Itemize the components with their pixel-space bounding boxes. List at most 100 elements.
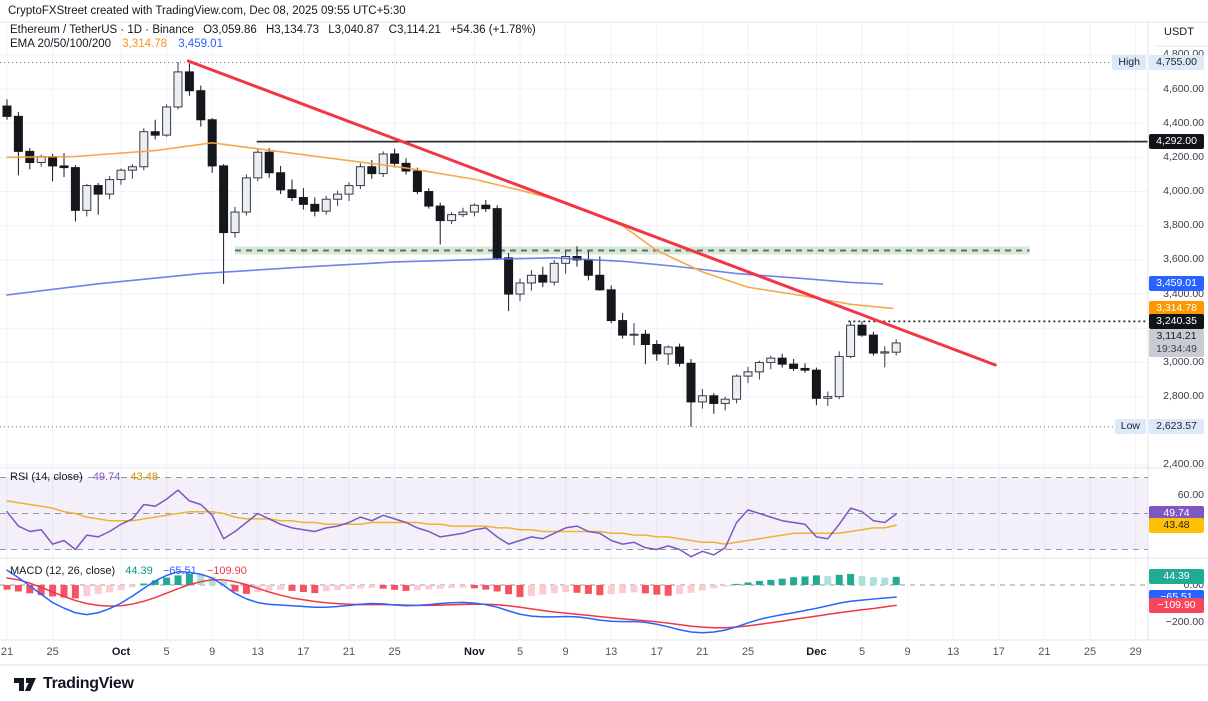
macd-histogram-bar	[676, 585, 684, 595]
macd-histogram-bar	[630, 585, 638, 593]
candle-body	[378, 153, 388, 175]
candle-body	[82, 185, 92, 211]
candle-body	[606, 289, 616, 322]
macd-histogram-bar	[744, 582, 752, 585]
macd-signal-line	[6, 577, 897, 629]
candle-body	[287, 189, 297, 199]
candle-body	[868, 334, 878, 354]
candle-body	[116, 169, 126, 181]
macd-histogram-bar	[493, 585, 501, 592]
candle-body	[595, 274, 605, 291]
macd-histogram-bar	[516, 585, 524, 598]
macd-histogram-bar	[37, 585, 45, 596]
ema-fast-line	[6, 142, 894, 310]
candle-body	[230, 211, 240, 234]
macd-histogram-bar	[664, 585, 672, 596]
candle-body	[663, 346, 673, 355]
candle-body	[184, 71, 194, 92]
macd-histogram-bar	[653, 585, 661, 595]
candle-body	[367, 166, 377, 175]
macd-histogram-bar	[413, 585, 421, 591]
candle-body	[640, 333, 650, 345]
macd-histogram-bar	[470, 585, 478, 589]
macd-histogram-bar	[869, 577, 877, 585]
candle-body	[686, 362, 696, 403]
macd-histogram-bar	[391, 585, 399, 590]
candle-body	[469, 204, 479, 213]
macd-histogram-bar	[117, 585, 125, 591]
candle-body	[629, 333, 639, 336]
candle-body	[162, 106, 172, 136]
macd-histogram-bar	[49, 585, 57, 597]
macd-histogram-bar	[527, 585, 535, 597]
candle-body	[618, 320, 628, 336]
macd-histogram-bar	[835, 574, 843, 585]
macd-histogram-bar	[687, 585, 695, 593]
macd-histogram-bar	[584, 585, 592, 594]
candle-body	[219, 165, 229, 234]
macd-histogram-bar	[801, 576, 809, 585]
candle-body	[538, 274, 548, 283]
macd-histogram-bar	[847, 573, 855, 585]
macd-histogram-bar	[824, 576, 832, 585]
candle-body	[481, 204, 491, 210]
macd-histogram-bar	[539, 585, 547, 595]
candle-body	[846, 324, 856, 357]
candle-body	[264, 151, 274, 174]
macd-histogram-bar	[721, 585, 729, 587]
candle-body	[2, 105, 12, 117]
macd-histogram-bar	[482, 585, 490, 590]
macd-histogram-bar	[140, 583, 148, 585]
macd-histogram-bar	[379, 585, 387, 589]
macd-histogram-bar	[698, 585, 706, 591]
candle-body	[13, 115, 23, 152]
macd-histogram-bar	[197, 574, 205, 585]
macd-histogram-bar	[641, 585, 649, 594]
candle-body	[105, 179, 115, 195]
macd-histogram-bar	[208, 577, 216, 585]
macd-histogram-bar	[402, 585, 410, 591]
macd-histogram-bar	[26, 585, 34, 594]
rsi-line	[6, 489, 897, 558]
candle-body	[276, 172, 286, 191]
macd-histogram-bar	[174, 575, 182, 585]
macd-histogram-bar	[550, 585, 558, 594]
macd-histogram-bar	[436, 585, 444, 589]
candle-body	[652, 343, 662, 355]
macd-histogram-bar	[505, 585, 513, 595]
macd-histogram-bar	[231, 585, 239, 592]
macd-histogram-bar	[755, 580, 763, 585]
macd-histogram-bar	[299, 585, 307, 593]
candle-body	[811, 369, 821, 399]
candle-body	[424, 191, 434, 207]
candle-body	[834, 355, 844, 398]
ema-slow-line	[6, 257, 884, 296]
candle-body	[59, 165, 69, 169]
candle-body	[766, 357, 776, 363]
candle-body	[583, 259, 593, 276]
macd-histogram-bar	[311, 585, 319, 594]
macd-histogram-bar	[767, 579, 775, 585]
macd-histogram-bar	[812, 575, 820, 585]
candle-body	[127, 166, 137, 171]
macd-histogram-bar	[151, 580, 159, 585]
candle-body	[823, 396, 833, 399]
macd-line	[6, 569, 897, 634]
macd-histogram-bar	[368, 585, 376, 588]
candle-body	[891, 342, 901, 353]
candle-body	[515, 282, 525, 295]
candle-body	[732, 375, 742, 400]
macd-histogram-bar	[334, 585, 342, 591]
candle-body	[561, 255, 571, 264]
candle-body	[310, 203, 320, 212]
macd-histogram-bar	[562, 585, 570, 593]
macd-histogram-bar	[220, 581, 228, 585]
macd-histogram-bar	[425, 585, 433, 590]
candle-body	[48, 156, 58, 167]
macd-histogram-bar	[790, 577, 798, 585]
macd-histogram-bar	[356, 585, 364, 589]
candle-body	[754, 361, 764, 373]
macd-histogram-bar	[607, 585, 615, 595]
